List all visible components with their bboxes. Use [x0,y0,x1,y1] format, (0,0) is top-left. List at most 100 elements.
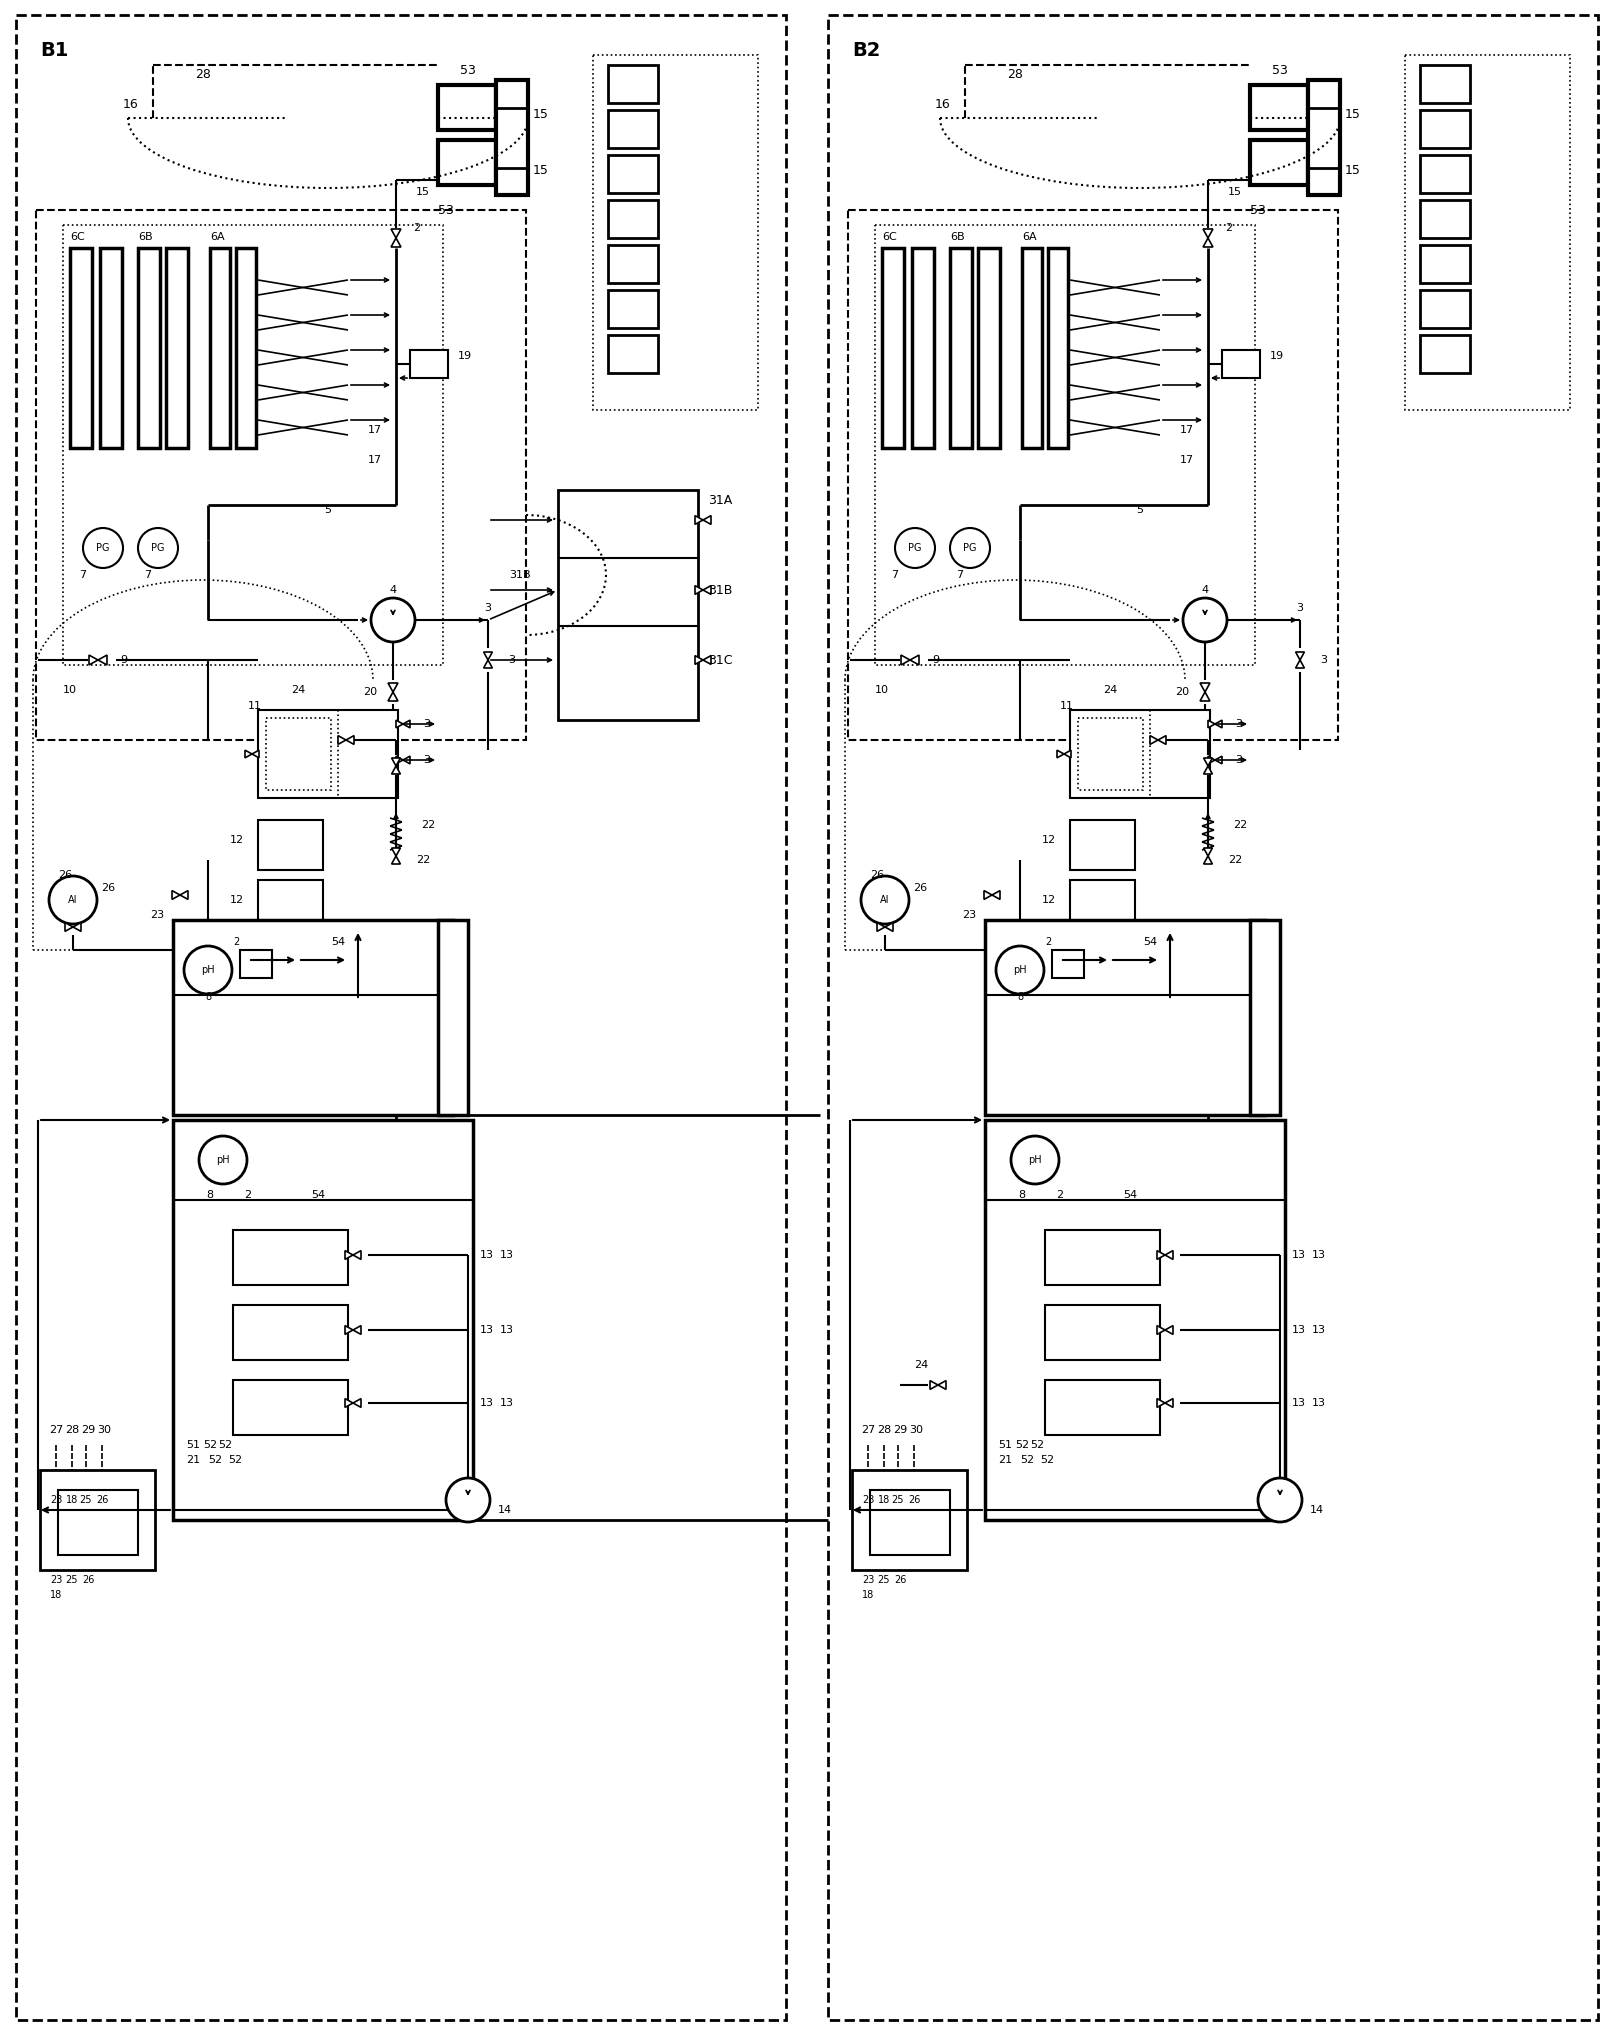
Polygon shape [1296,659,1304,667]
Polygon shape [1158,735,1166,745]
Text: 13: 13 [1312,1398,1326,1408]
Text: 26: 26 [58,869,72,880]
Bar [950,249,972,449]
Polygon shape [404,720,410,729]
Polygon shape [1208,720,1214,729]
Polygon shape [1296,651,1304,659]
Text: 53: 53 [460,63,476,76]
Text: 52: 52 [208,1455,223,1465]
Text: B1: B1 [40,41,69,59]
Text: 16: 16 [934,98,950,112]
Text: 26: 26 [96,1494,109,1504]
Text: 26: 26 [101,884,115,894]
Text: 9: 9 [120,655,127,665]
Circle shape [445,1478,490,1523]
Text: 8: 8 [207,1190,213,1200]
Text: 10: 10 [62,686,77,696]
Bar [1307,80,1339,196]
Polygon shape [252,751,260,757]
Text: 9: 9 [932,655,939,665]
Text: 2: 2 [413,222,420,233]
Text: 13: 13 [500,1398,514,1408]
Polygon shape [179,890,187,900]
Text: PG: PG [908,543,921,553]
Text: 17: 17 [368,455,383,465]
Polygon shape [931,1380,939,1390]
Text: 3: 3 [484,602,492,612]
Circle shape [199,1137,247,1184]
Bar [62,225,444,665]
Text: 53: 53 [437,204,453,216]
Text: 31B: 31B [509,569,530,580]
Bar [1250,86,1307,131]
Text: 52: 52 [1040,1455,1054,1465]
Text: 6B: 6B [950,233,964,243]
Polygon shape [391,847,400,855]
Circle shape [1258,1478,1302,1523]
Polygon shape [1150,735,1158,745]
Text: 23: 23 [151,910,163,920]
Text: 52: 52 [227,1455,242,1465]
Text: 25: 25 [66,1576,78,1586]
Text: 21: 21 [186,1455,200,1465]
Text: 20: 20 [364,688,376,696]
Polygon shape [1214,720,1222,729]
Bar [1070,880,1134,931]
Bar [1053,949,1085,978]
Text: 52: 52 [1030,1441,1045,1449]
Text: 5: 5 [1136,504,1144,514]
Text: 5: 5 [325,504,332,514]
Bar [1045,1380,1160,1435]
Text: 24: 24 [292,686,304,696]
Text: 21: 21 [998,1455,1012,1465]
Text: 29: 29 [80,1425,95,1435]
Polygon shape [1165,1325,1173,1335]
Text: 27: 27 [860,1425,875,1435]
Polygon shape [1165,1398,1173,1408]
Bar [173,920,453,1114]
Text: 6A: 6A [210,233,224,243]
Text: 24: 24 [1102,686,1117,696]
Text: 4: 4 [389,586,397,596]
Polygon shape [1157,1251,1165,1259]
Bar [1222,349,1261,378]
Bar [16,14,787,2021]
Polygon shape [98,655,107,665]
Bar [258,820,324,869]
Text: 25: 25 [80,1494,93,1504]
Bar [173,1121,473,1521]
Circle shape [138,529,178,567]
Text: 31B: 31B [708,584,732,596]
Polygon shape [1203,229,1213,239]
Bar [497,80,529,196]
Text: 7: 7 [956,569,963,580]
Bar [258,880,324,931]
Circle shape [184,945,232,994]
Text: pH: pH [216,1155,229,1165]
Bar [1070,710,1210,798]
Polygon shape [1203,855,1213,863]
Text: 54: 54 [1142,937,1157,947]
Text: 52: 52 [203,1441,218,1449]
Bar [437,86,497,131]
Text: 25: 25 [878,1576,891,1586]
Text: 27: 27 [50,1425,62,1435]
Bar [1419,110,1471,149]
Bar [437,920,468,1114]
Text: 15: 15 [1229,188,1242,198]
Polygon shape [1200,684,1210,692]
Bar [40,1470,155,1570]
Text: 26: 26 [82,1576,95,1586]
Bar [232,1380,348,1435]
Text: 2: 2 [1056,1190,1064,1200]
Circle shape [896,529,936,567]
Text: 20: 20 [1174,688,1189,696]
Polygon shape [391,765,400,774]
Polygon shape [396,720,404,729]
Text: 11: 11 [248,700,263,710]
Bar [593,55,758,410]
Polygon shape [352,1251,360,1259]
Polygon shape [695,655,703,665]
Polygon shape [245,751,252,757]
Text: 2: 2 [1045,937,1051,947]
